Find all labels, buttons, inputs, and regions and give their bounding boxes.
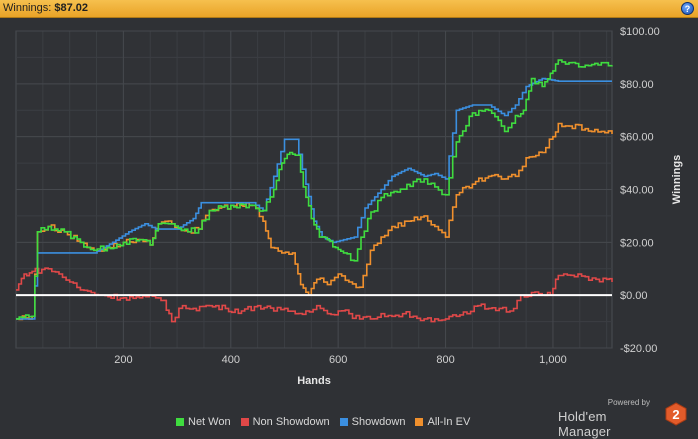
y-tick-label: $60.00: [620, 132, 654, 144]
legend-item-showdown[interactable]: Showdown: [340, 416, 406, 428]
legend-label-all-in-ev: All-In EV: [427, 416, 470, 428]
y-axis-title: Winnings: [671, 155, 683, 204]
legend-swatch-showdown: [340, 418, 348, 426]
x-axis-title: Hands: [297, 375, 331, 387]
legend-item-non-showdown[interactable]: Non Showdown: [241, 416, 330, 428]
x-tick-label: 400: [222, 354, 240, 366]
question-icon[interactable]: ?: [681, 2, 694, 15]
legend-label-showdown: Showdown: [352, 416, 406, 428]
branding: Powered by Hold'em Manager 2: [558, 398, 688, 430]
logo-number: 2: [672, 407, 679, 422]
y-tick-label: $100.00: [620, 26, 660, 38]
legend-swatch-net-won: [176, 418, 184, 426]
winnings-value: $87.02: [54, 2, 88, 14]
y-tick-label: $40.00: [620, 185, 654, 197]
y-tick-label: -$20.00: [620, 343, 657, 355]
hem2-logo-icon: 2: [664, 402, 688, 426]
x-tick-label: 200: [114, 354, 132, 366]
winnings-title: Winnings: $87.02: [3, 2, 88, 14]
y-tick-label: $20.00: [620, 237, 654, 249]
y-tick-label: $80.00: [620, 79, 654, 91]
powered-by-text: Powered by: [608, 398, 650, 407]
legend-swatch-non-showdown: [241, 418, 249, 426]
winnings-chart: 200 400 600 800 1,000 -$20.00 $0.00 $20.00 $40.0…: [0, 18, 698, 413]
chart-legend: Net Won Non Showdown Showdown All-In EV: [176, 416, 470, 428]
title-bar: Winnings: $87.02 ?: [0, 0, 698, 18]
x-tick-label: 1,000: [539, 354, 567, 366]
legend-item-net-won[interactable]: Net Won: [176, 416, 231, 428]
winnings-label: Winnings:: [3, 2, 51, 14]
x-tick-label: 800: [436, 354, 454, 366]
legend-item-all-in-ev[interactable]: All-In EV: [415, 416, 470, 428]
legend-label-net-won: Net Won: [188, 416, 231, 428]
legend-label-non-showdown: Non Showdown: [253, 416, 330, 428]
x-tick-label: 600: [329, 354, 347, 366]
legend-swatch-all-in-ev: [415, 418, 423, 426]
y-tick-label: $0.00: [620, 290, 648, 302]
